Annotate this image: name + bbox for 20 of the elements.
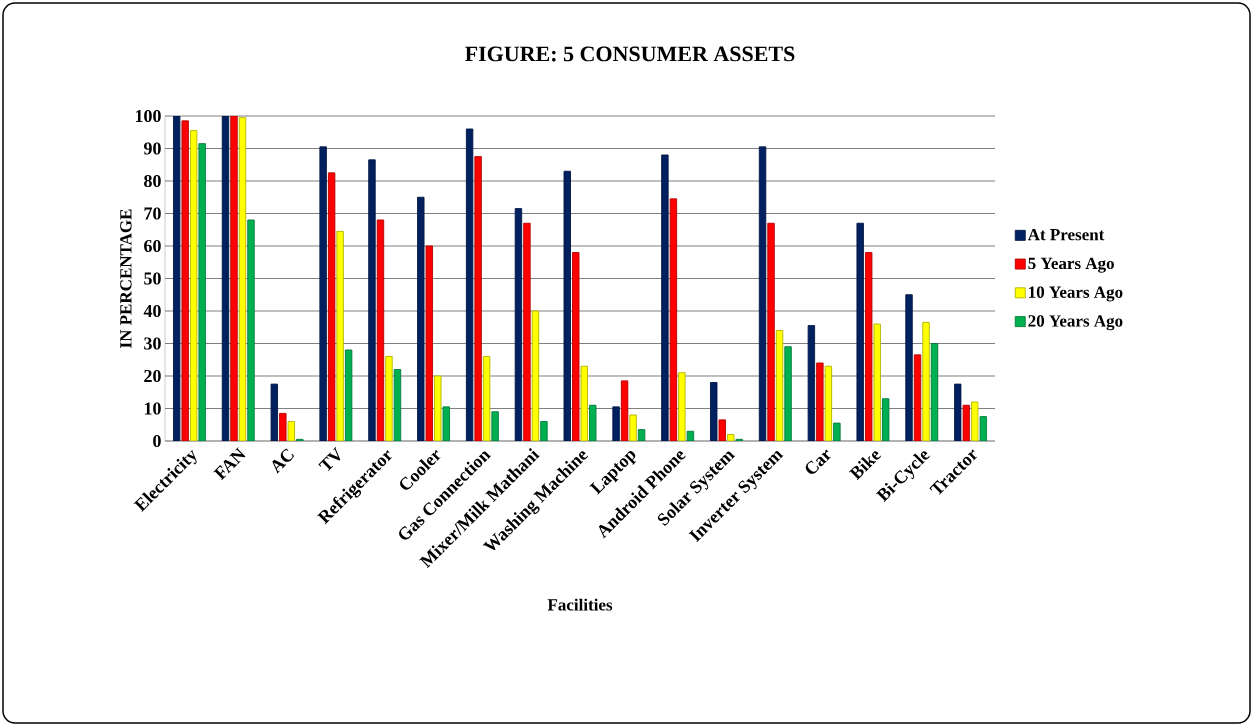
legend-label: 20 Years Ago <box>1028 315 1123 331</box>
y-tick-label: 0 <box>153 434 161 448</box>
y-tick-label: 10 <box>144 402 161 415</box>
y-tick-label: 20 <box>144 369 161 383</box>
y-tick-label: 40 <box>143 304 161 318</box>
y-tick-label: 80 <box>144 174 161 188</box>
y-axis-title: IN PERCENTAGE <box>120 209 132 348</box>
chart-title: FIGURE: 5 CONSUMER ASSETS <box>465 46 795 62</box>
y-tick-label: 100 <box>135 109 161 123</box>
x-tick-label: AC <box>272 448 295 474</box>
x-axis-title: Facilities <box>547 598 613 611</box>
y-tick-label: 90 <box>143 142 161 155</box>
y-tick-label: 50 <box>144 272 161 285</box>
y-tick-label: 60 <box>144 239 161 253</box>
y-tick-label: 70 <box>144 207 161 220</box>
y-tick-label: 30 <box>144 337 161 350</box>
x-tick-label: Car <box>805 449 831 474</box>
legend-label: At Present <box>1027 228 1105 241</box>
legend-label: 5 Years Ago <box>1028 257 1114 273</box>
legend-label: 10 Years Ago <box>1029 286 1123 302</box>
